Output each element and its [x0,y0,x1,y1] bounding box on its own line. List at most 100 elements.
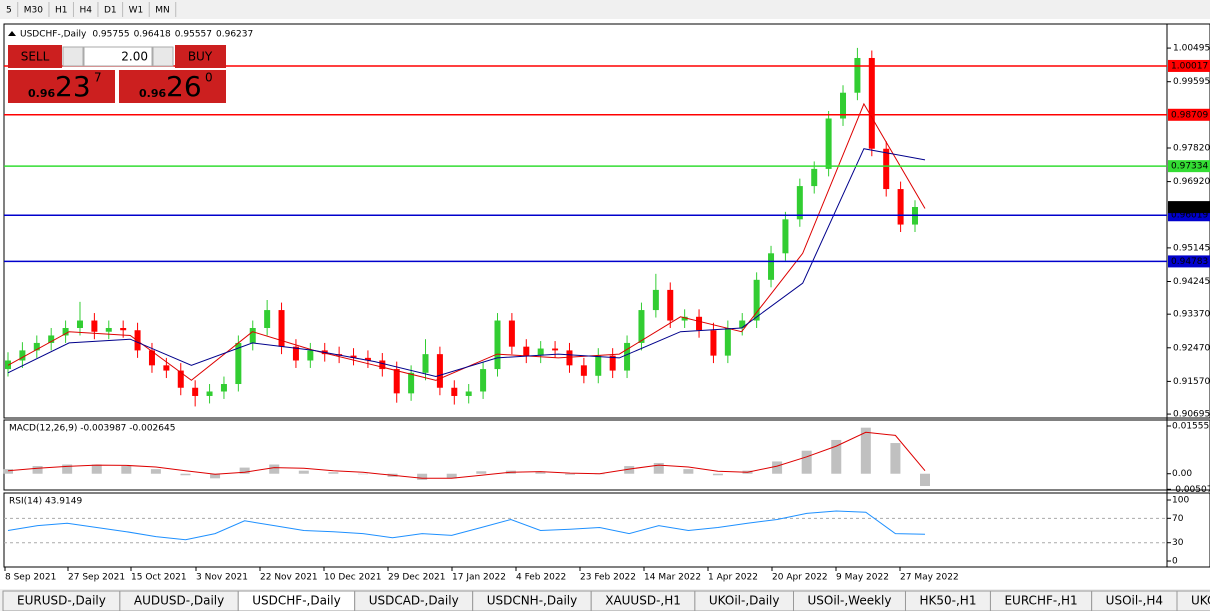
macd-bar [32,466,43,474]
macd-bar [357,473,368,475]
candle-body [609,355,616,371]
candle-body [422,354,429,373]
tab-label[interactable]: USDCAD-,Daily [369,594,459,608]
header-price: 0.95755 [92,30,129,40]
candle-body [552,348,559,351]
rsi-line [7,510,926,541]
tab-label[interactable]: EURCHF-,H1 [1004,594,1077,608]
macd-bar [210,473,221,479]
tab-label[interactable]: UKOil-,Daily [709,594,780,608]
candle-body [667,289,674,321]
y-tick-label: 0.90695 [1173,410,1210,420]
macd-bar [653,462,664,474]
timeframe-button[interactable]: MN [155,6,170,16]
candle-body [192,387,199,396]
candle-body [897,189,904,225]
date-label: 14 Mar 2022 [644,573,701,583]
tab-label[interactable]: XAUUSD-,H1 [605,594,681,608]
y-tick-label: 0.91570 [1173,377,1210,387]
ma-slow-line [7,148,926,378]
y-tick-label: 0.99595 [1173,77,1210,87]
candle-body [278,310,285,347]
level-label: 0.97334 [1171,162,1208,172]
candle-body [350,355,357,358]
collapse-icon[interactable] [8,31,16,36]
candle-body [62,327,69,336]
candle-body [120,327,127,331]
lot-up[interactable] [152,46,174,67]
macd-bar [328,472,339,474]
macd-bar [180,473,191,476]
tab[interactable] [1176,590,1210,611]
candle-body [523,346,530,356]
lot-down[interactable] [62,46,84,67]
candle-body [782,219,789,254]
macd-bar [91,464,102,474]
date-label: 22 Nov 2021 [260,573,318,583]
date-label: 4 Feb 2022 [516,573,566,583]
macd-bar [831,439,842,474]
timeframe-button[interactable]: D1 [104,6,117,16]
y-tick-label: 0.93370 [1173,310,1210,320]
tab-label[interactable]: HK50-,H1 [919,594,976,608]
candle-body [796,186,803,220]
tab-label[interactable]: USOil-,H4 [1106,594,1163,608]
timeframe-button[interactable]: 5 [6,6,12,16]
level-label: 0.94783 [1171,257,1208,267]
bid-box[interactable] [8,70,115,103]
candle-body [465,391,472,396]
timeframe-button[interactable]: M30 [24,6,43,16]
current-price-label: 0.96237 [1171,203,1208,213]
candle-body [652,289,659,311]
rsi-y-tick-label: 70 [1172,514,1184,524]
date-label: 27 May 2022 [900,573,959,583]
macd-bar [62,464,73,474]
macd-bar [772,461,783,474]
sell-button[interactable] [8,45,62,68]
candle-body [811,168,818,187]
ask-box[interactable] [119,70,226,103]
macd-y-tick-label: 0.00 [1172,469,1192,479]
candle-body [220,384,227,392]
macd-bar [150,469,161,474]
ask-frac: 0 [205,71,213,85]
rsi-label: RSI(14) 43.9149 [9,497,82,507]
level-label-box [1168,255,1210,268]
candle-body [292,346,299,361]
y-tick-label: 0.95145 [1173,243,1210,253]
candle-body [480,369,487,392]
candle-body [364,357,371,361]
tab-label[interactable]: USDCHF-,Daily [252,594,340,608]
buy-button[interactable] [175,45,226,68]
date-label: 8 Sep 2021 [5,573,56,583]
timeframe-button[interactable]: H4 [79,6,92,16]
tab-label[interactable]: AUDUSD-,Daily [134,594,224,608]
rsi-frame [3,492,1210,568]
candle-body [724,327,731,356]
candle-body [264,310,271,328]
macd-bar [565,473,576,475]
candle-body [753,279,760,321]
macd-bar [890,443,901,474]
candle-body [163,365,170,371]
timeframe-button[interactable]: W1 [129,6,144,16]
timeframe-button[interactable]: H1 [55,6,68,16]
macd-bar [476,471,487,474]
ask-big: 0.96 [139,87,166,100]
macd-bar [121,466,132,474]
level-label-box [1168,160,1210,173]
header-price: 0.95557 [175,30,212,40]
tab-label[interactable]: USOil-,Weekly [808,594,892,608]
candle-body [868,57,875,149]
lot-input[interactable] [83,46,153,67]
tab-label[interactable]: EURUSD-,Daily [17,594,106,608]
candle-body [624,342,631,371]
macd-bar [239,467,250,474]
candle-body [696,316,703,331]
date-label: 3 Nov 2021 [196,573,248,583]
tab-label[interactable]: USDCNH-,Daily [487,594,578,608]
candle-body [91,320,98,332]
candle-body [249,327,256,343]
tab-label[interactable]: UKOil-,H4 [1191,594,1210,608]
date-label: 23 Feb 2022 [580,573,636,583]
